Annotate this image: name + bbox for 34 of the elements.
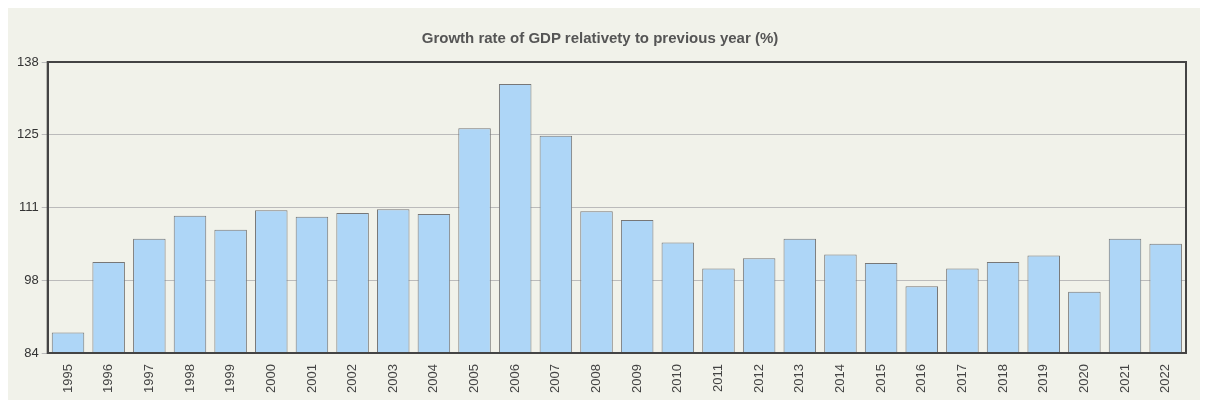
x-tick-label: 2010 (669, 364, 685, 393)
x-tick-label: 1999 (222, 364, 238, 393)
x-tick-label: 2012 (750, 364, 766, 393)
x-tick-label: 2019 (1035, 364, 1051, 393)
y-tick-label: 84 (24, 344, 39, 360)
x-tick-label: 2021 (1116, 364, 1132, 393)
x-tick-label: 2017 (953, 364, 969, 393)
x-tick-label: 2020 (1075, 364, 1091, 393)
y-tick-label: 125 (16, 126, 39, 142)
x-tick-label: 2022 (1157, 364, 1173, 393)
x-tick-label: 1995 (59, 364, 75, 393)
x-tick-label: 2003 (384, 364, 400, 393)
x-tick-label: 1997 (140, 364, 156, 393)
x-tick-label: 2004 (425, 364, 441, 393)
x-tick-label: 1998 (181, 364, 197, 393)
y-tick-label: 138 (16, 53, 39, 69)
x-tick-label: 2001 (303, 364, 319, 393)
x-tick-label: 2009 (628, 364, 644, 393)
x-tick-label: 2011 (710, 364, 726, 393)
x-tick-label: 1996 (100, 364, 116, 393)
chart-title: Growth rate of GDP relativety to previous year (%) (421, 29, 779, 47)
x-tick-label: 2015 (872, 364, 888, 393)
x-tick-label: 2014 (832, 364, 848, 393)
x-tick-label: 2007 (547, 364, 563, 393)
x-tick-label: 2008 (588, 364, 604, 393)
y-tick-label: 111 (18, 199, 39, 215)
y-tick-label: 98 (24, 271, 39, 287)
x-tick-label: 2002 (344, 364, 360, 393)
x-tick-label: 2013 (791, 364, 807, 393)
x-tick-label: 2016 (913, 364, 929, 393)
x-tick-label: 2006 (506, 364, 522, 393)
x-tick-label: 2000 (262, 364, 278, 393)
x-tick-label: 2018 (994, 364, 1010, 393)
x-tick-label: 2005 (466, 364, 482, 393)
